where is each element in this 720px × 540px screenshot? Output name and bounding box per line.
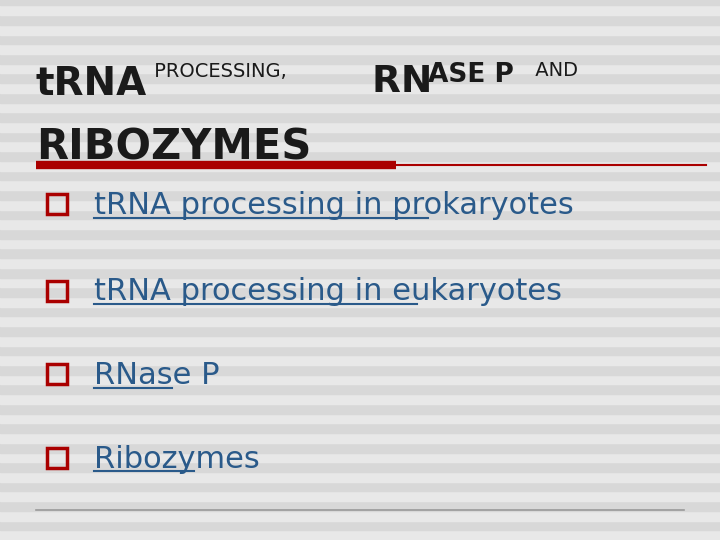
Bar — [0, 297, 720, 307]
Bar — [0, 44, 720, 54]
Bar — [0, 15, 720, 25]
Bar — [0, 5, 720, 15]
Text: tRNA processing in prokaryotes: tRNA processing in prokaryotes — [94, 191, 573, 220]
Bar — [0, 73, 720, 83]
Bar — [0, 346, 720, 355]
Bar — [0, 287, 720, 297]
Text: RIBOZYMES: RIBOZYMES — [36, 127, 311, 169]
Bar — [0, 200, 720, 210]
Bar — [0, 141, 720, 151]
Bar — [0, 365, 720, 375]
Text: AND: AND — [529, 61, 578, 80]
Text: PROCESSING,: PROCESSING, — [148, 62, 287, 81]
Bar — [0, 122, 720, 132]
Bar — [0, 278, 720, 287]
Bar — [0, 472, 720, 482]
Bar — [0, 25, 720, 35]
Bar — [0, 268, 720, 278]
Bar — [0, 326, 720, 336]
Bar — [0, 248, 720, 258]
Bar — [0, 64, 720, 73]
Bar — [0, 307, 720, 316]
Bar — [0, 132, 720, 141]
Bar — [0, 384, 720, 394]
Bar — [0, 433, 720, 443]
Bar — [0, 423, 720, 433]
Bar — [0, 103, 720, 112]
Bar — [0, 482, 720, 491]
Text: tRNA: tRNA — [36, 65, 148, 103]
Bar — [0, 394, 720, 404]
Bar — [0, 462, 720, 472]
Bar — [0, 219, 720, 229]
Bar — [0, 453, 720, 462]
Text: RNase P: RNase P — [94, 361, 219, 390]
Bar — [0, 355, 720, 365]
Bar — [0, 171, 720, 180]
Text: tRNA processing in eukaryotes: tRNA processing in eukaryotes — [94, 277, 562, 306]
Bar — [0, 229, 720, 239]
Bar — [0, 180, 720, 190]
Bar — [0, 336, 720, 346]
Bar — [0, 151, 720, 161]
Bar — [0, 521, 720, 530]
Bar — [0, 0, 720, 5]
Text: RN: RN — [346, 64, 432, 100]
Bar — [0, 375, 720, 384]
Bar — [0, 501, 720, 511]
Bar — [0, 161, 720, 171]
Bar — [0, 35, 720, 44]
Bar — [0, 404, 720, 414]
Bar — [0, 54, 720, 64]
Text: ASE P: ASE P — [428, 62, 514, 88]
Bar — [0, 530, 720, 540]
Text: Ribozymes: Ribozymes — [94, 444, 259, 474]
Bar — [0, 83, 720, 93]
Bar — [0, 316, 720, 326]
Bar — [0, 511, 720, 521]
Bar — [0, 93, 720, 103]
Bar — [0, 239, 720, 248]
Bar — [0, 443, 720, 453]
Bar — [0, 491, 720, 501]
Bar — [0, 210, 720, 219]
Bar — [0, 112, 720, 122]
Bar — [0, 258, 720, 268]
Bar — [0, 414, 720, 423]
Bar — [0, 190, 720, 200]
